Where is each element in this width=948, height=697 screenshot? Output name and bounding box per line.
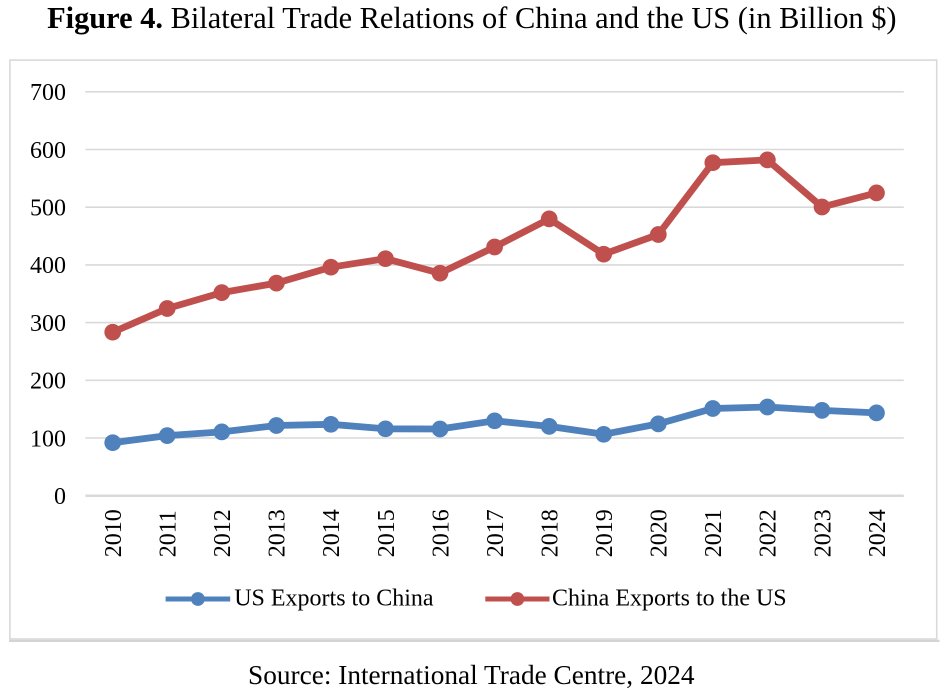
svg-text:2010: 2010 <box>101 509 127 557</box>
svg-text:Source: International Trade Ce: Source: International Trade Centre, 2024 <box>248 660 695 690</box>
svg-text:400: 400 <box>30 253 66 279</box>
svg-text:2020: 2020 <box>647 509 673 557</box>
svg-text:0: 0 <box>54 484 66 510</box>
svg-text:2016: 2016 <box>428 509 454 557</box>
svg-text:China Exports to the US: China Exports to the US <box>552 585 787 611</box>
svg-text:300: 300 <box>30 311 66 337</box>
svg-text:600: 600 <box>30 138 66 164</box>
svg-text:US Exports to China: US Exports to China <box>234 585 434 611</box>
svg-text:2013: 2013 <box>265 509 291 557</box>
svg-text:100: 100 <box>30 426 66 452</box>
svg-text:2017: 2017 <box>483 509 509 557</box>
svg-text:200: 200 <box>30 369 66 395</box>
svg-text:Figure 4. Bilateral Trade Rela: Figure 4. Bilateral Trade Relations of C… <box>47 1 896 35</box>
svg-text:700: 700 <box>30 80 66 106</box>
svg-text:2022: 2022 <box>756 509 782 557</box>
svg-text:2012: 2012 <box>210 509 236 557</box>
svg-text:2014: 2014 <box>319 509 345 557</box>
svg-text:500: 500 <box>30 196 66 222</box>
svg-text:2018: 2018 <box>538 509 564 557</box>
svg-text:2023: 2023 <box>810 509 836 557</box>
svg-text:2015: 2015 <box>374 509 400 557</box>
svg-text:2021: 2021 <box>701 509 727 557</box>
svg-text:2019: 2019 <box>592 509 618 557</box>
svg-text:2024: 2024 <box>865 509 891 557</box>
svg-text:2011: 2011 <box>156 510 182 557</box>
